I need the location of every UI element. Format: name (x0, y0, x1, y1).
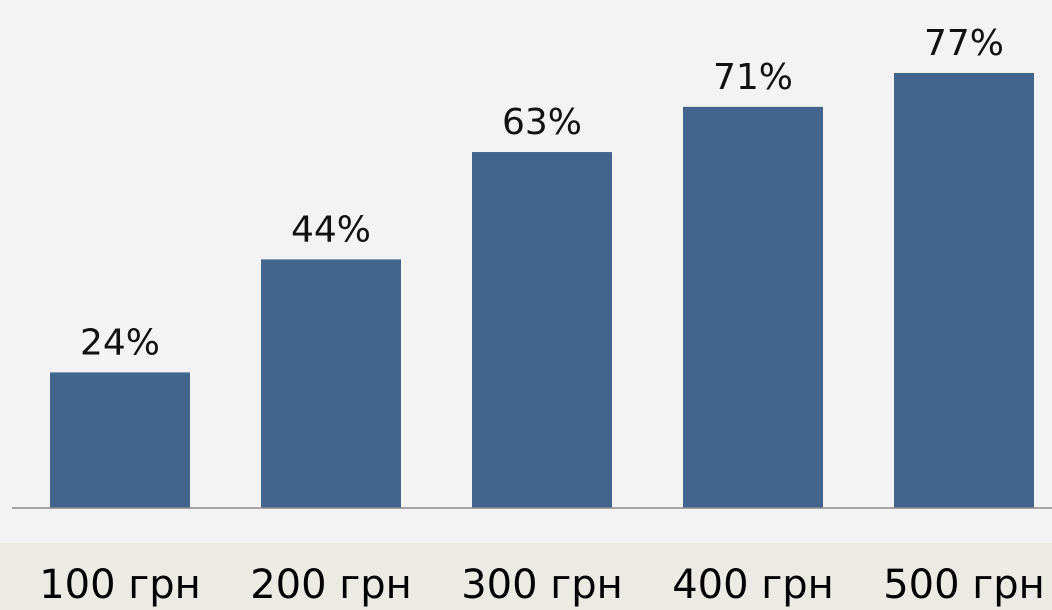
bar-4 (683, 106, 823, 508)
bar-1 (50, 372, 190, 508)
bar-2 (261, 259, 401, 508)
bar-5 (894, 72, 1034, 508)
category-label-band (0, 543, 1052, 610)
category-label-5: 500 грн (883, 562, 1045, 608)
bar-3 (472, 152, 612, 509)
category-labels-group: 100 грн 200 грн 300 грн 400 грн 500 грн (39, 562, 1045, 608)
category-label-1: 100 грн (39, 562, 201, 608)
value-label-3: 63% (502, 102, 582, 143)
value-label-2: 44% (291, 209, 371, 250)
value-label-1: 24% (80, 322, 160, 363)
value-label-4: 71% (713, 57, 793, 98)
bars-group (50, 72, 1034, 509)
category-label-4: 400 грн (672, 562, 834, 608)
category-label-3: 300 грн (461, 562, 623, 608)
value-label-5: 77% (924, 23, 1004, 64)
category-label-2: 200 грн (250, 562, 412, 608)
value-labels-group: 24% 44% 63% 71% 77% (80, 23, 1004, 363)
